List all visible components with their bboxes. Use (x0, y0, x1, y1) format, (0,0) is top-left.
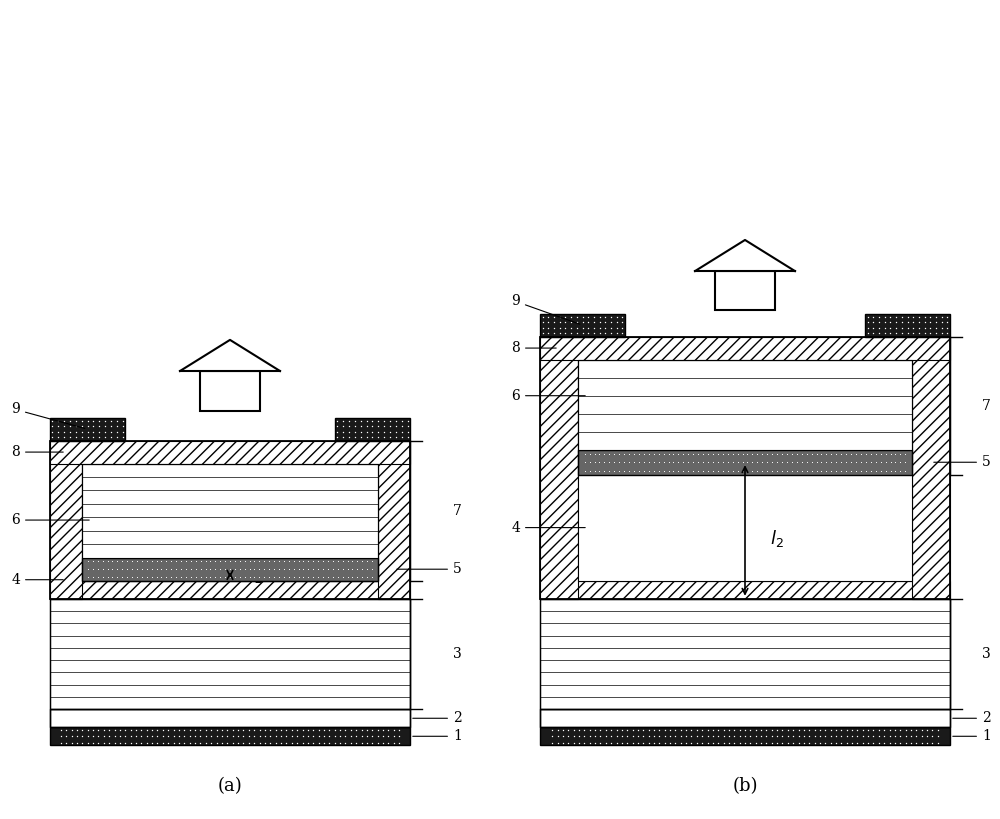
Text: 6: 6 (511, 389, 585, 403)
Text: 2: 2 (953, 711, 991, 726)
Bar (540, 599, 950, 709)
Bar (912, 337, 950, 599)
Bar (540, 337, 578, 599)
Text: 4: 4 (511, 521, 585, 535)
Bar (578, 360, 912, 450)
Bar (540, 337, 950, 599)
Text: 9: 9 (511, 294, 580, 324)
Bar (50, 727, 410, 745)
Text: 9: 9 (11, 402, 85, 428)
Bar (50, 441, 82, 599)
Text: 5: 5 (934, 455, 991, 469)
Bar (50, 599, 410, 709)
Bar (540, 709, 950, 727)
Bar (378, 441, 410, 599)
Polygon shape (180, 340, 280, 371)
Bar (200, 371, 260, 411)
Bar (540, 314, 625, 337)
Bar (82, 558, 378, 581)
Bar (50, 709, 410, 727)
Bar (82, 464, 378, 558)
Text: 6: 6 (11, 513, 89, 527)
Bar (50, 441, 410, 599)
Text: 8: 8 (511, 341, 556, 355)
Bar (715, 271, 775, 310)
Bar (50, 581, 410, 599)
Bar (578, 450, 912, 474)
Bar (50, 599, 410, 709)
Text: 5: 5 (397, 562, 462, 577)
Text: 3: 3 (982, 647, 991, 661)
Bar (540, 599, 950, 709)
Bar (540, 709, 950, 727)
Bar (82, 464, 378, 581)
Bar (50, 418, 125, 441)
Text: 1: 1 (413, 729, 462, 744)
Bar (578, 474, 912, 581)
Text: 2: 2 (413, 711, 462, 726)
Bar (82, 464, 378, 581)
Polygon shape (695, 240, 795, 271)
Text: 8: 8 (11, 445, 63, 459)
Bar (540, 727, 950, 745)
Text: 1: 1 (953, 729, 991, 744)
Bar (50, 709, 410, 727)
Text: 7: 7 (982, 399, 991, 413)
Bar (540, 337, 950, 360)
Text: 4: 4 (11, 572, 63, 586)
Text: (a): (a) (218, 777, 242, 795)
Bar (865, 314, 950, 337)
Text: $l_2$: $l_2$ (770, 528, 784, 550)
Bar (578, 360, 912, 581)
Text: (b): (b) (732, 777, 758, 795)
Bar (335, 418, 410, 441)
Bar (540, 581, 950, 599)
Text: 7: 7 (453, 504, 462, 518)
Text: 3: 3 (453, 647, 462, 661)
Text: $l_1$: $l_1$ (248, 564, 262, 586)
Bar (50, 441, 410, 464)
